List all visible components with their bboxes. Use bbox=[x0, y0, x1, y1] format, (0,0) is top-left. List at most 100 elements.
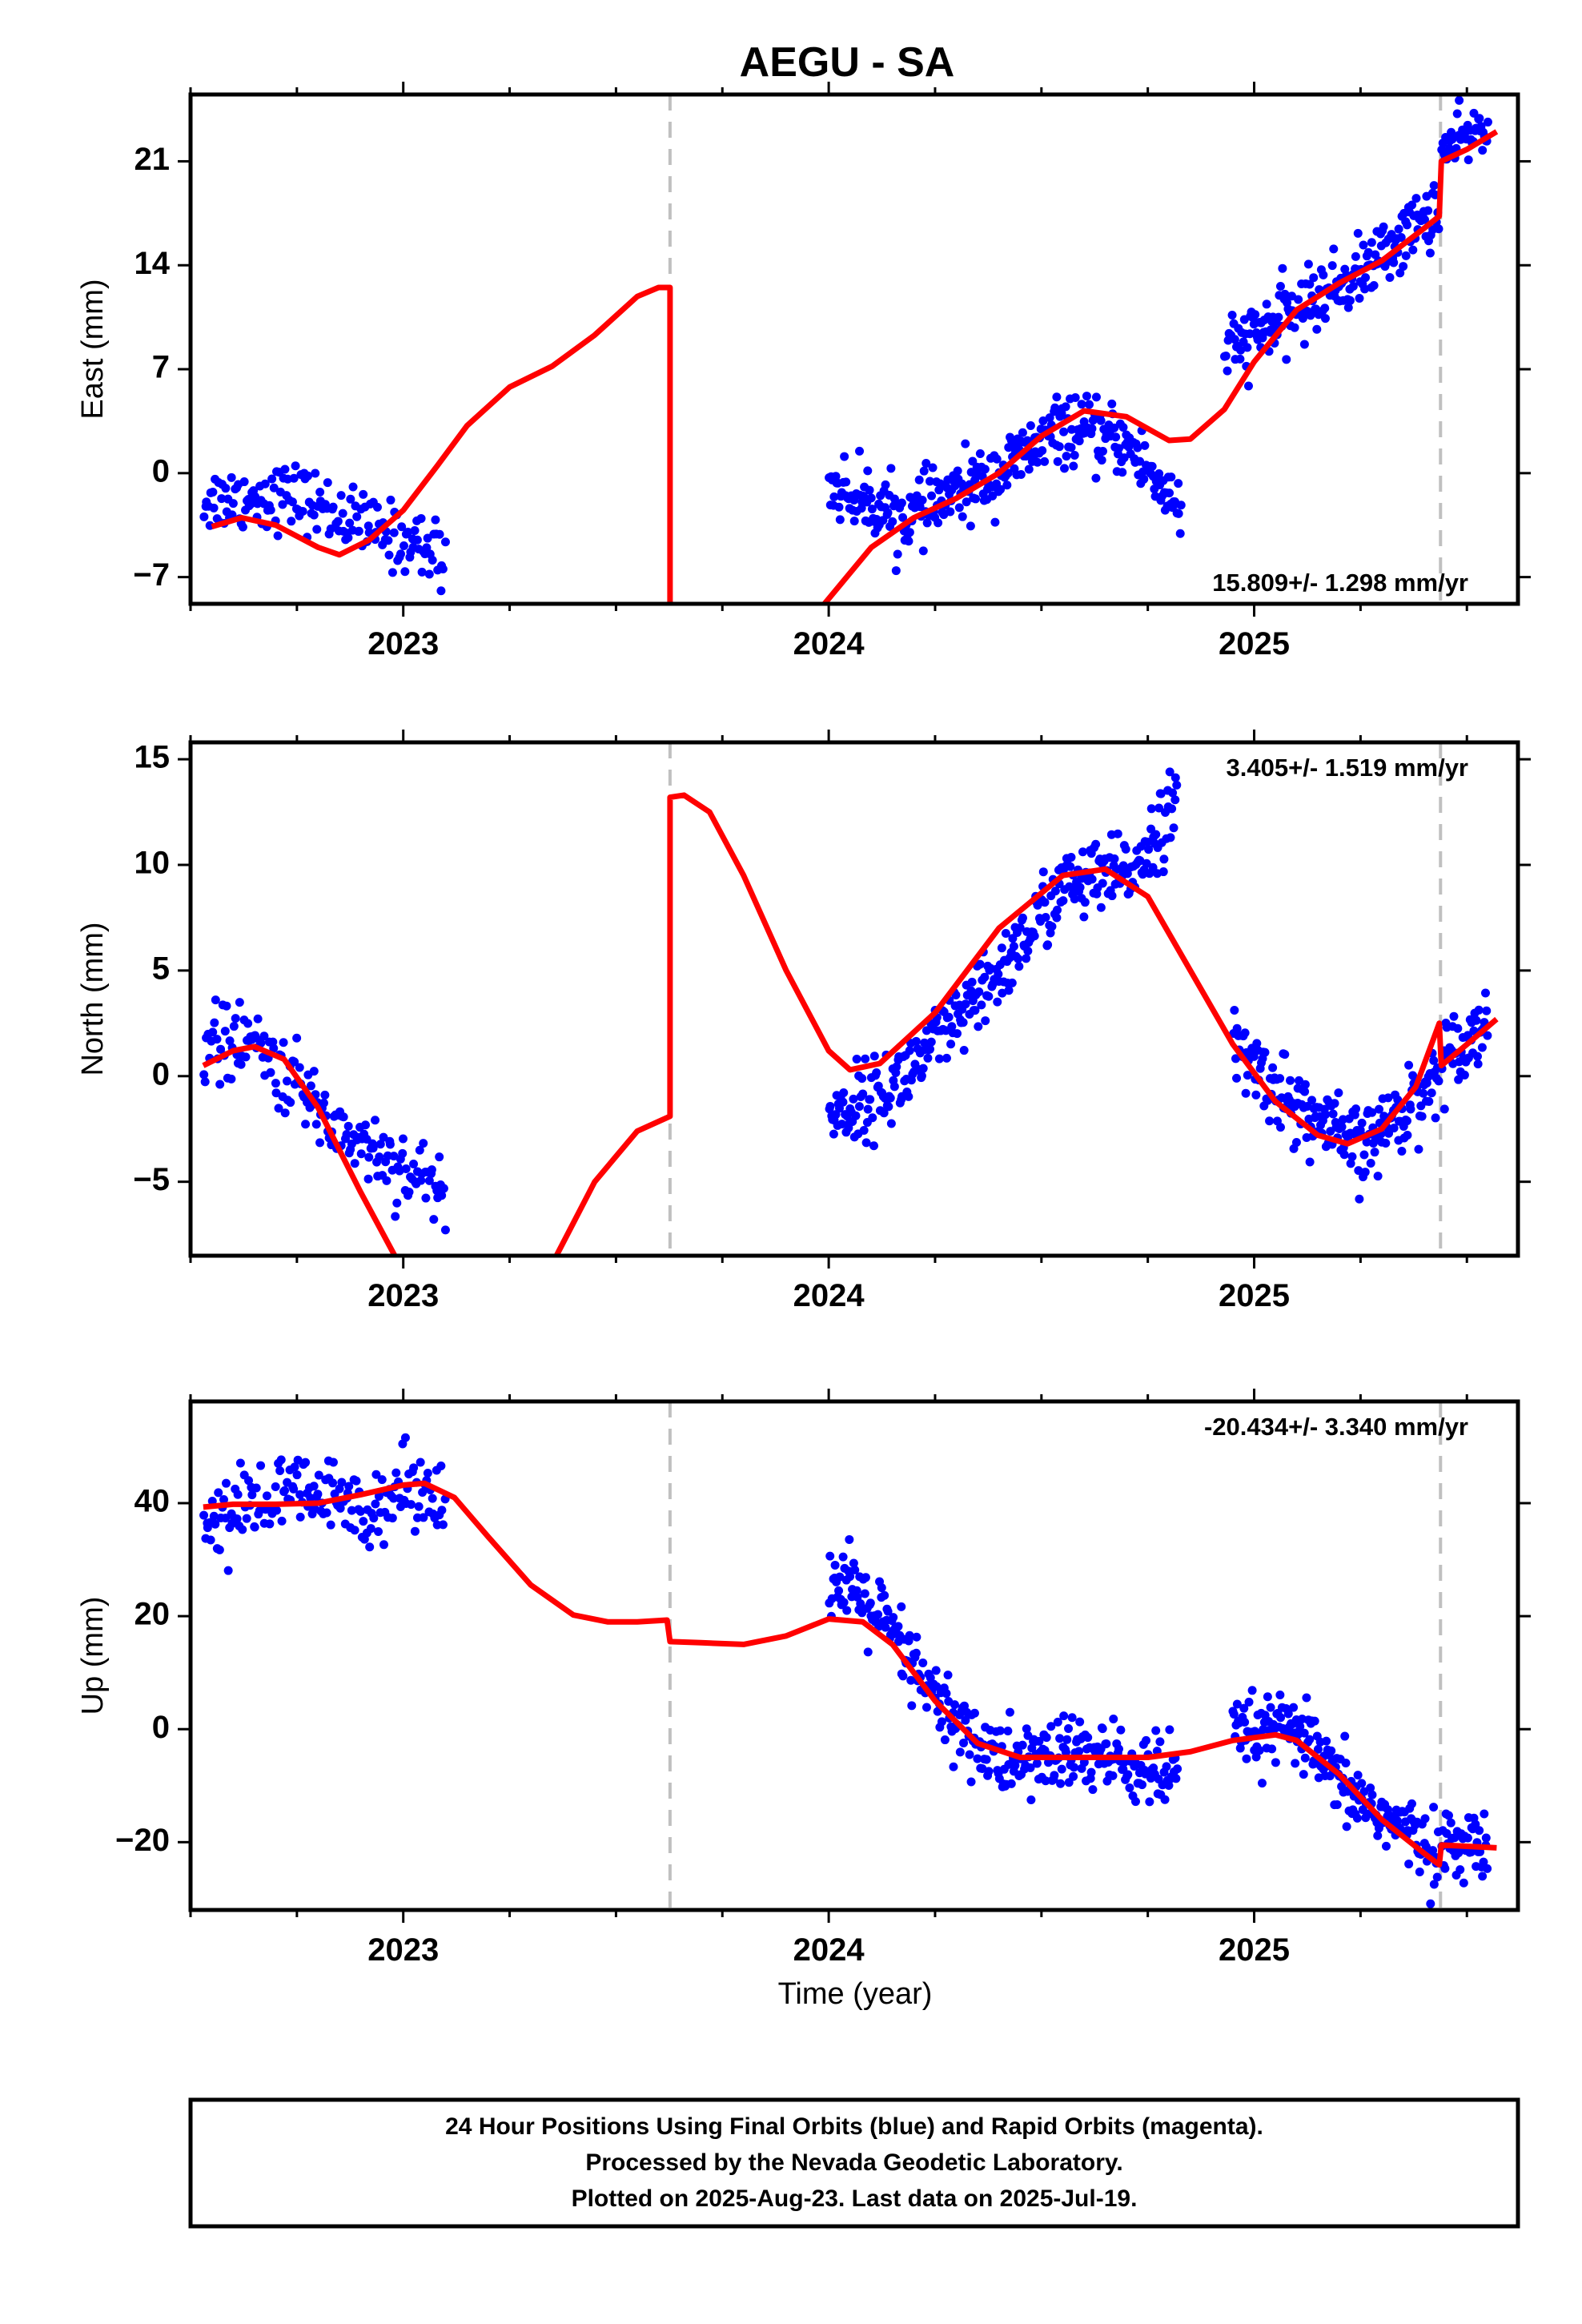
observation-point bbox=[1429, 1880, 1439, 1889]
observation-point bbox=[1026, 420, 1035, 430]
observation-point bbox=[243, 1019, 253, 1028]
observation-point bbox=[1111, 432, 1121, 442]
observation-point bbox=[1478, 1872, 1488, 1881]
observation-point bbox=[1042, 1733, 1051, 1743]
observation-point bbox=[1404, 1060, 1414, 1070]
y-axis-title: North (mm) bbox=[76, 922, 110, 1076]
observation-point bbox=[1135, 456, 1145, 466]
observation-point bbox=[1434, 224, 1443, 234]
observation-point bbox=[1305, 279, 1315, 289]
observation-point bbox=[1351, 1104, 1361, 1114]
observation-point bbox=[342, 1130, 351, 1140]
observation-point bbox=[419, 1139, 428, 1148]
observation-point bbox=[889, 1613, 898, 1622]
observation-point bbox=[904, 537, 913, 546]
observation-point bbox=[382, 1176, 391, 1185]
observation-point bbox=[845, 1534, 854, 1544]
observation-point bbox=[1310, 1716, 1319, 1726]
observation-point bbox=[356, 1149, 366, 1159]
observation-point bbox=[428, 555, 437, 565]
observation-point bbox=[1456, 1865, 1465, 1875]
observation-point bbox=[1154, 803, 1164, 813]
observation-point bbox=[907, 1701, 917, 1711]
observation-point bbox=[1354, 1166, 1363, 1176]
observation-point bbox=[840, 452, 849, 461]
observation-point bbox=[1249, 1051, 1259, 1061]
observation-point bbox=[403, 527, 412, 537]
observation-point bbox=[1260, 1047, 1270, 1057]
observation-point bbox=[928, 463, 938, 472]
observation-point bbox=[977, 1000, 986, 1010]
observation-point bbox=[1119, 453, 1129, 463]
observation-point bbox=[1286, 1076, 1295, 1085]
observation-point bbox=[259, 1031, 269, 1041]
observation-point bbox=[215, 1080, 225, 1089]
observation-point bbox=[1040, 898, 1050, 907]
observation-point bbox=[1320, 314, 1330, 324]
observation-point bbox=[925, 476, 934, 486]
observation-point bbox=[1303, 259, 1313, 269]
observation-point bbox=[1014, 962, 1024, 971]
observation-point bbox=[1327, 261, 1337, 271]
y-tick-label: 0 bbox=[152, 1056, 170, 1092]
observation-point bbox=[278, 500, 287, 509]
observation-point bbox=[379, 1540, 388, 1550]
observation-point bbox=[1328, 1109, 1338, 1119]
observation-point bbox=[1411, 194, 1421, 203]
panels: 2023 2024 2025 −7 0 7 14 21 East (mm) 15.809+/- 1… bbox=[76, 82, 1531, 1968]
observation-points bbox=[199, 767, 1492, 1235]
observation-point bbox=[905, 528, 914, 537]
observation-point bbox=[295, 1063, 304, 1072]
observation-point bbox=[419, 1513, 428, 1522]
observation-point bbox=[884, 1102, 893, 1112]
observation-point bbox=[851, 1111, 861, 1120]
observation-point bbox=[396, 549, 406, 559]
observation-point bbox=[1110, 854, 1119, 863]
observation-point bbox=[238, 1525, 247, 1534]
observation-point bbox=[1096, 903, 1106, 912]
observation-point bbox=[347, 1506, 356, 1515]
observation-point bbox=[940, 1735, 950, 1745]
observation-point bbox=[1245, 329, 1255, 339]
observation-point bbox=[215, 1545, 224, 1554]
observation-point bbox=[363, 1174, 373, 1184]
observation-point bbox=[1038, 867, 1048, 877]
observation-point bbox=[1057, 1764, 1066, 1774]
observation-point bbox=[1429, 1803, 1439, 1812]
observation-point bbox=[221, 1478, 231, 1488]
y-tick-label: 20 bbox=[135, 1597, 171, 1632]
observation-point bbox=[905, 1046, 914, 1055]
observation-point bbox=[839, 1598, 849, 1607]
observation-point bbox=[897, 498, 906, 508]
observation-point bbox=[966, 1777, 976, 1787]
observation-point bbox=[918, 1658, 928, 1667]
observation-point bbox=[863, 1104, 873, 1114]
observation-point bbox=[863, 1647, 873, 1657]
observation-point bbox=[898, 1671, 908, 1681]
observation-point bbox=[1167, 804, 1177, 814]
observation-point bbox=[861, 1138, 871, 1148]
observation-point bbox=[970, 1006, 980, 1015]
observation-point bbox=[1121, 844, 1130, 854]
observation-point bbox=[1417, 1112, 1427, 1121]
observation-point bbox=[981, 1016, 990, 1026]
observation-point bbox=[995, 1726, 1005, 1735]
observation-point bbox=[1274, 312, 1283, 322]
observation-point bbox=[1419, 1088, 1428, 1098]
observation-point bbox=[1357, 1118, 1367, 1128]
observation-point bbox=[265, 1519, 275, 1529]
observation-point bbox=[1166, 833, 1175, 842]
observation-point bbox=[1402, 1116, 1411, 1126]
observation-point bbox=[917, 496, 927, 505]
observation-point bbox=[1373, 1831, 1383, 1840]
observation-point bbox=[416, 1176, 426, 1185]
observation-point bbox=[837, 1120, 847, 1129]
observation-point bbox=[1240, 1717, 1250, 1727]
observation-point bbox=[1060, 464, 1070, 473]
observation-point bbox=[883, 508, 893, 517]
observation-point bbox=[975, 449, 985, 459]
observation-point bbox=[212, 1035, 222, 1044]
observation-point bbox=[1034, 1736, 1044, 1746]
observation-point bbox=[1355, 1194, 1364, 1204]
observation-point bbox=[410, 526, 420, 536]
